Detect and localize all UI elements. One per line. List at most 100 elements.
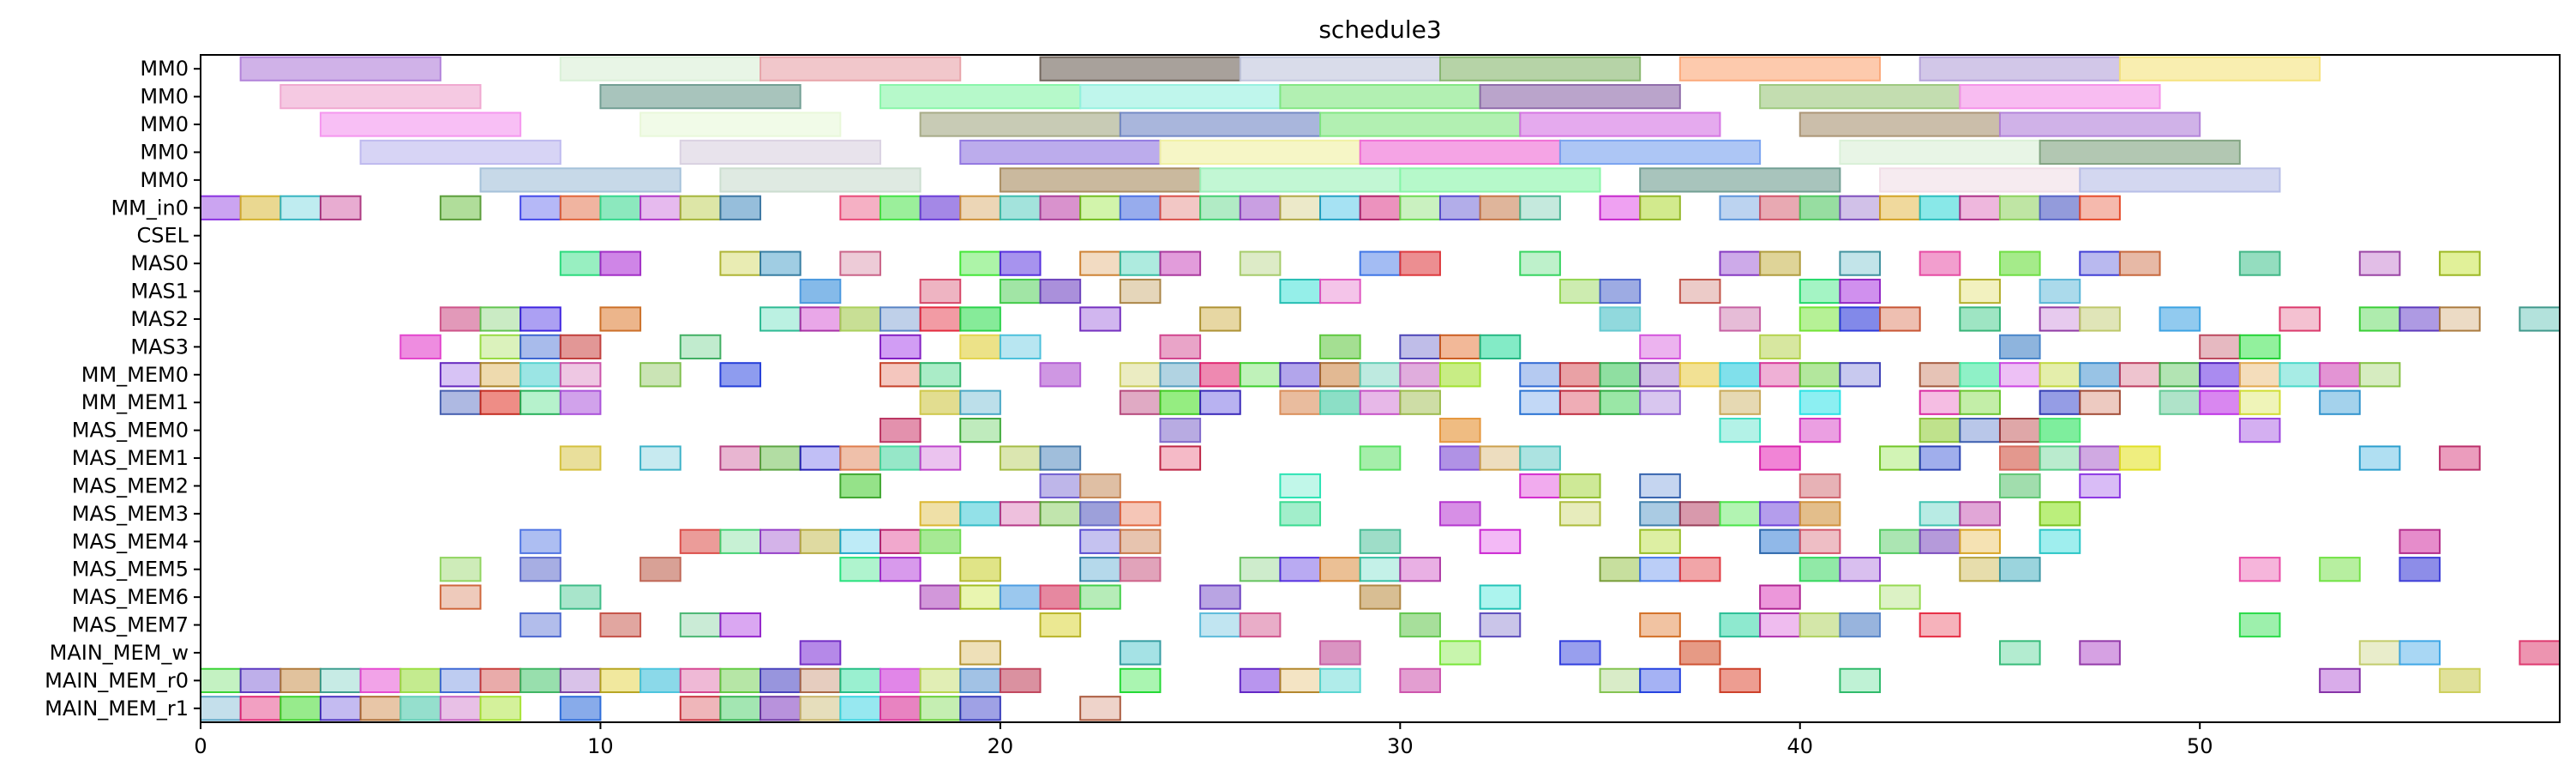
task-bar (960, 252, 1000, 275)
task-bar (2000, 112, 2200, 136)
task-bar (1560, 391, 1600, 414)
task-bar (1520, 252, 1560, 275)
task-bar (561, 697, 601, 720)
task-bar (2000, 363, 2040, 386)
task-bar (321, 196, 361, 220)
task-bar (2519, 641, 2560, 664)
task-bar (1560, 502, 1600, 525)
task-bar (400, 669, 441, 692)
y-tick-label: MAIN_MEM_r0 (45, 668, 189, 692)
task-bar (801, 530, 841, 553)
task-bar (1320, 335, 1360, 359)
task-bar (1880, 530, 1920, 553)
task-bar (1720, 196, 1760, 220)
task-bar (2279, 363, 2320, 386)
task-bar (1840, 558, 1880, 581)
task-bar (2000, 558, 2040, 581)
task-bar (1041, 474, 1081, 498)
task-bar (1920, 502, 1961, 525)
task-bar (441, 697, 481, 720)
task-bar (1440, 502, 1480, 525)
y-tick-label: MAS0 (130, 251, 189, 275)
chart-title: schedule3 (1318, 15, 1441, 44)
task-bar (361, 669, 401, 692)
task-bar (520, 335, 561, 359)
task-bar (1080, 85, 1280, 108)
task-bar (1000, 252, 1041, 275)
task-bar (1480, 335, 1521, 359)
task-bar (921, 697, 961, 720)
task-bar (441, 391, 481, 414)
task-bar (1320, 669, 1360, 692)
task-bar (441, 196, 481, 220)
task-bar (2040, 141, 2240, 164)
task-bar (1041, 613, 1081, 636)
task-bar (1240, 252, 1281, 275)
task-bar (1440, 446, 1480, 469)
task-bar (1320, 196, 1360, 220)
task-bar (1920, 446, 1961, 469)
y-axis-labels: MM0MM0MM0MM0MM0MM_in0CSELMAS0MAS1MAS2MAS… (45, 57, 201, 721)
task-bar (960, 558, 1000, 581)
task-bar (1600, 307, 1641, 330)
task-bar (960, 697, 1000, 720)
task-bar (840, 669, 880, 692)
task-bar (880, 558, 921, 581)
task-bar (481, 363, 521, 386)
task-bar (1920, 391, 1961, 414)
task-bar (441, 669, 481, 692)
task-bar (960, 141, 1160, 164)
task-bar (520, 307, 561, 330)
task-bar (720, 446, 760, 469)
task-bar (280, 669, 321, 692)
task-bar (2040, 307, 2081, 330)
task-bar (880, 85, 1080, 108)
task-bar (960, 641, 1000, 664)
task-bar (1280, 558, 1320, 581)
task-bar (481, 669, 521, 692)
task-bar (2120, 252, 2160, 275)
y-tick-label: MAS1 (130, 280, 189, 304)
y-tick-label: MAS3 (130, 335, 189, 359)
task-bar (1960, 307, 2000, 330)
task-bar (1720, 502, 1760, 525)
y-tick-label: MAS_MEM6 (72, 585, 189, 609)
task-bar (481, 391, 521, 414)
task-bar (561, 363, 601, 386)
task-bar (1760, 252, 1800, 275)
task-bar (1000, 196, 1041, 220)
task-bar (2200, 363, 2240, 386)
task-bar (561, 669, 601, 692)
task-bar (1640, 363, 1680, 386)
task-bar (600, 613, 640, 636)
task-bar (1920, 363, 1961, 386)
task-bar (1800, 613, 1840, 636)
task-bar (241, 669, 281, 692)
task-bar (880, 196, 921, 220)
task-bar (1920, 252, 1961, 275)
task-bar (921, 446, 961, 469)
task-bar (1640, 474, 1680, 498)
task-bar (1600, 391, 1641, 414)
task-bar (1640, 502, 1680, 525)
task-bar (2000, 446, 2040, 469)
task-bar (2080, 641, 2120, 664)
task-bar (1760, 363, 1800, 386)
task-bar (960, 335, 1000, 359)
y-tick-label: MAS_MEM1 (72, 446, 189, 470)
task-bar (1400, 252, 1440, 275)
task-bar (1360, 391, 1401, 414)
x-tick-label: 40 (1786, 734, 1813, 758)
task-bar (1800, 530, 1840, 553)
task-bar (321, 669, 361, 692)
task-bar (1200, 168, 1400, 191)
task-bar (600, 307, 640, 330)
task-bar (1760, 196, 1800, 220)
task-bar (840, 252, 880, 275)
task-bar (1160, 446, 1200, 469)
task-bar (1720, 252, 1760, 275)
task-bar (1800, 196, 1840, 220)
task-bar (960, 586, 1000, 609)
task-bar (2399, 558, 2440, 581)
task-bar (1240, 669, 1281, 692)
